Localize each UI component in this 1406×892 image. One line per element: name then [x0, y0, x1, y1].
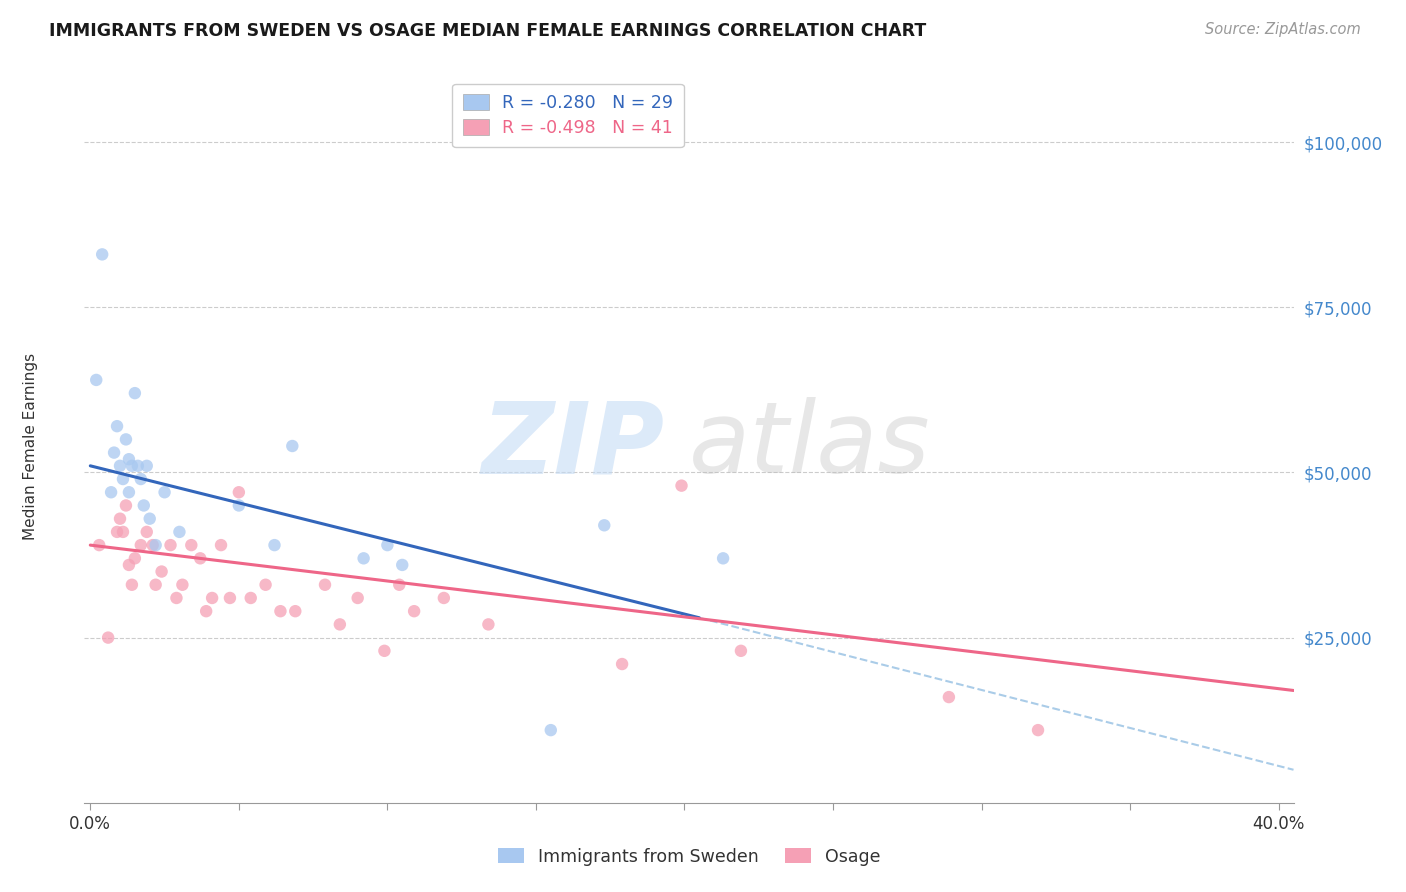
Point [166, 591, 188, 605]
Point [228, 485, 250, 500]
Point [477, 617, 499, 632]
Point [239, 591, 262, 605]
Point [124, 386, 146, 401]
Point [730, 644, 752, 658]
Point [103, 445, 125, 459]
Point [377, 538, 399, 552]
Point [118, 558, 141, 572]
Legend: Immigrants from Sweden, Osage: Immigrants from Sweden, Osage [491, 841, 887, 872]
Point [201, 591, 224, 605]
Point [97, 631, 120, 645]
Point [263, 538, 285, 552]
Point [610, 657, 633, 671]
Point [135, 458, 157, 473]
Point [132, 499, 155, 513]
Point [153, 485, 176, 500]
Point [118, 452, 141, 467]
Point [938, 690, 960, 704]
Point [373, 644, 395, 658]
Point [111, 524, 134, 539]
Text: IMMIGRANTS FROM SWEDEN VS OSAGE MEDIAN FEMALE EARNINGS CORRELATION CHART: IMMIGRANTS FROM SWEDEN VS OSAGE MEDIAN F… [49, 22, 927, 40]
Point [111, 472, 134, 486]
Point [172, 578, 194, 592]
Point [129, 538, 152, 552]
Point [269, 604, 291, 618]
Point [593, 518, 616, 533]
Point [105, 419, 128, 434]
Point [388, 578, 411, 592]
Point [314, 578, 336, 592]
Point [124, 551, 146, 566]
Point [219, 591, 242, 605]
Text: Source: ZipAtlas.com: Source: ZipAtlas.com [1205, 22, 1361, 37]
Point [1026, 723, 1049, 738]
Point [138, 511, 160, 525]
Point [540, 723, 562, 738]
Point [115, 433, 138, 447]
Text: Median Female Earnings: Median Female Earnings [24, 352, 38, 540]
Point [284, 604, 307, 618]
Point [281, 439, 304, 453]
Point [121, 578, 143, 592]
Point [404, 604, 426, 618]
Point [329, 617, 352, 632]
Point [145, 538, 167, 552]
Point [108, 511, 131, 525]
Point [142, 538, 165, 552]
Point [135, 524, 157, 539]
Point [108, 458, 131, 473]
Text: atlas: atlas [689, 398, 931, 494]
Point [711, 551, 734, 566]
Point [105, 524, 128, 539]
Point [671, 478, 693, 492]
Point [209, 538, 232, 552]
Point [169, 524, 191, 539]
Point [346, 591, 368, 605]
Point [100, 485, 122, 500]
Point [195, 604, 218, 618]
Point [188, 551, 211, 566]
Point [150, 565, 173, 579]
Point [89, 538, 111, 552]
Point [129, 472, 152, 486]
Point [180, 538, 202, 552]
Point [121, 458, 143, 473]
Point [159, 538, 181, 552]
Point [91, 247, 114, 261]
Point [127, 458, 149, 473]
Point [353, 551, 375, 566]
Point [118, 485, 141, 500]
Point [115, 499, 138, 513]
Text: ZIP: ZIP [482, 398, 665, 494]
Point [84, 373, 107, 387]
Point [145, 578, 167, 592]
Point [433, 591, 456, 605]
Point [254, 578, 277, 592]
Point [228, 499, 250, 513]
Point [391, 558, 413, 572]
